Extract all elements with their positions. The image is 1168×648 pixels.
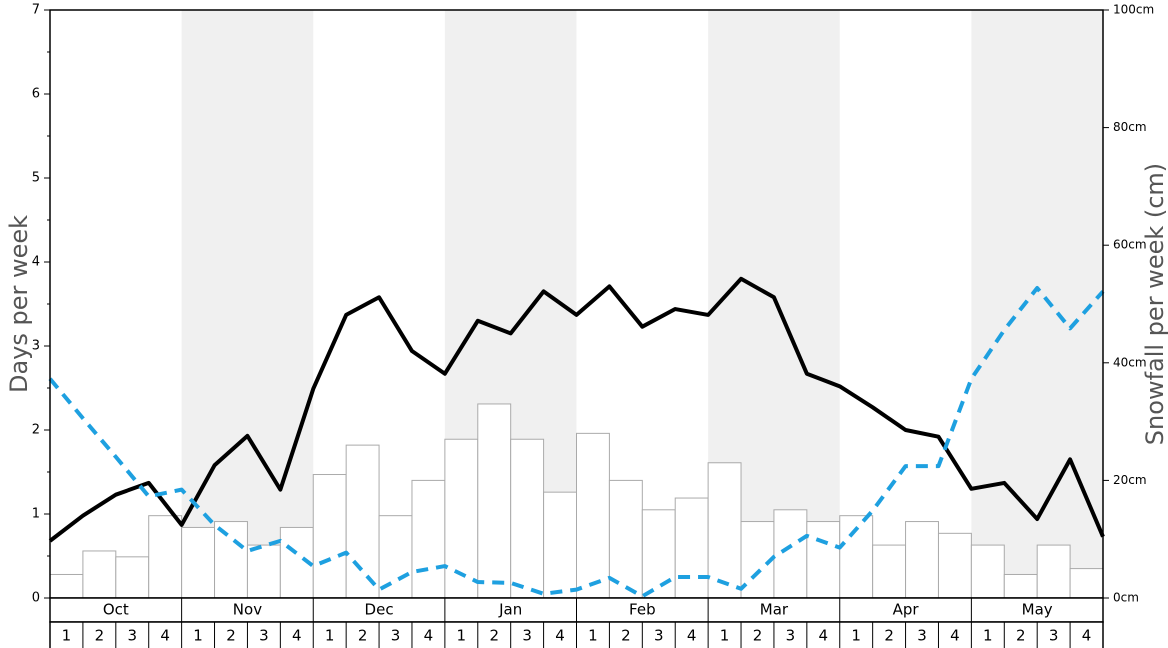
- month-shade: [971, 10, 1103, 598]
- bar: [214, 521, 248, 599]
- week-label: 3: [259, 627, 269, 645]
- bar: [181, 526, 216, 599]
- bar: [905, 521, 939, 599]
- week-label: 4: [555, 627, 565, 645]
- y2-tick-label: 40cm: [1113, 355, 1147, 369]
- week-label: 2: [95, 627, 105, 645]
- week-label: 1: [720, 627, 730, 645]
- bar: [707, 462, 742, 599]
- week-label: 3: [917, 627, 927, 645]
- week-label: 4: [424, 627, 434, 645]
- y-tick-label: 3: [32, 339, 40, 354]
- bar: [115, 556, 150, 599]
- y2-tick-label: 0cm: [1113, 591, 1139, 605]
- y-tick-label: 7: [32, 3, 40, 18]
- bar: [477, 403, 512, 599]
- week-label: 2: [621, 627, 631, 645]
- line: [48, 286, 1105, 599]
- week-label: 3: [522, 627, 532, 645]
- bar: [674, 497, 709, 599]
- y-tick-label: 5: [32, 171, 40, 186]
- bar: [312, 474, 347, 599]
- bar: [1069, 568, 1104, 599]
- week-label: 3: [127, 627, 137, 645]
- y-tick-label: 1: [32, 507, 40, 522]
- week-label: 2: [884, 627, 894, 645]
- week-label: 1: [851, 627, 861, 645]
- month-label: Feb: [629, 601, 656, 619]
- week-label: 1: [325, 627, 335, 645]
- bar: [806, 521, 841, 599]
- week-label: 1: [62, 627, 72, 645]
- bar: [1003, 573, 1038, 599]
- week-label: 4: [1082, 627, 1092, 645]
- week-label: 2: [1016, 627, 1026, 645]
- y2-tick-label: 20cm: [1113, 473, 1147, 487]
- bar: [608, 479, 643, 599]
- month-label: Mar: [760, 601, 789, 619]
- week-label: 3: [786, 627, 796, 645]
- bar: [543, 491, 577, 599]
- bar: [148, 515, 183, 599]
- bar: [970, 544, 1005, 599]
- month-label: Apr: [893, 601, 920, 619]
- month-label: Jan: [498, 601, 522, 619]
- month-label: May: [1022, 601, 1053, 619]
- week-label: 1: [457, 627, 467, 645]
- week-label: 4: [950, 627, 960, 645]
- week-label: 3: [391, 627, 401, 645]
- bar: [49, 573, 84, 599]
- bar: [1036, 544, 1071, 599]
- bar: [345, 444, 380, 599]
- month-label: Dec: [365, 601, 394, 619]
- line: [48, 276, 1105, 543]
- week-label: 1: [193, 627, 203, 645]
- y-tick-label: 4: [32, 255, 40, 270]
- y-axis-label: Days per week: [5, 215, 33, 393]
- y2-axis-label: Snowfall per week (cm): [1141, 163, 1168, 445]
- week-label: 4: [687, 627, 697, 645]
- month-label: Oct: [103, 601, 129, 619]
- week-label: 3: [1049, 627, 1059, 645]
- y2-tick-label: 100cm: [1113, 3, 1154, 17]
- week-label: 1: [588, 627, 598, 645]
- y2-tick-label: 80cm: [1113, 120, 1147, 134]
- week-label: 2: [226, 627, 236, 645]
- bar: [510, 438, 545, 599]
- month-label: Nov: [233, 601, 262, 619]
- week-label: 1: [983, 627, 993, 645]
- bar: [872, 544, 907, 599]
- week-label: 3: [654, 627, 664, 645]
- month-shade: [181, 10, 314, 598]
- y-tick-label: 6: [32, 87, 40, 102]
- bar: [82, 550, 117, 599]
- bar: [576, 432, 610, 599]
- bar: [937, 532, 972, 599]
- bar: [246, 544, 281, 599]
- bar: [411, 479, 446, 599]
- bar: [641, 509, 676, 599]
- week-label: 4: [160, 627, 170, 645]
- bar: [773, 509, 808, 599]
- week-label: 2: [358, 627, 368, 645]
- y2-tick-label: 60cm: [1113, 238, 1147, 252]
- week-label: 2: [753, 627, 763, 645]
- week-label: 4: [819, 627, 829, 645]
- y-tick-label: 0: [32, 591, 40, 606]
- y-tick-label: 2: [32, 423, 40, 438]
- week-label: 2: [489, 627, 499, 645]
- week-label: 4: [292, 627, 302, 645]
